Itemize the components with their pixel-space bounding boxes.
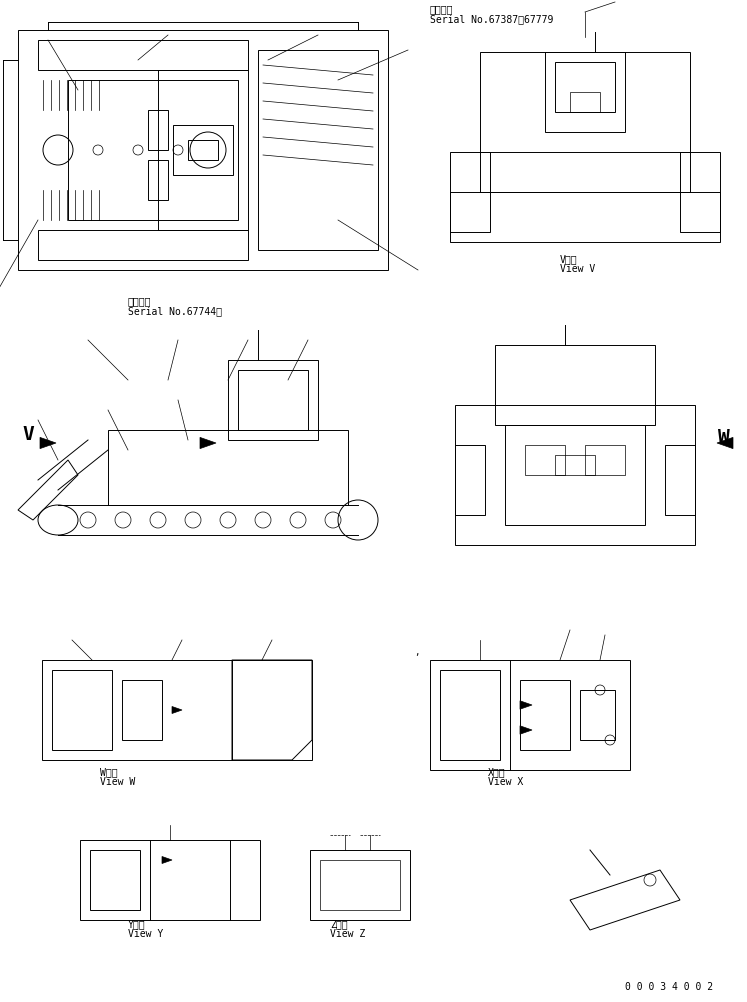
Bar <box>80 840 260 920</box>
Bar <box>320 860 400 910</box>
Text: 0 0 0 3 4 0 0 2: 0 0 0 3 4 0 0 2 <box>625 982 713 992</box>
Text: Y　視: Y 視 <box>128 919 146 929</box>
Text: View V: View V <box>560 264 595 274</box>
Bar <box>228 360 318 440</box>
Bar <box>38 40 248 70</box>
Text: View Y: View Y <box>128 929 164 939</box>
Bar <box>122 680 162 740</box>
Bar <box>495 345 655 425</box>
Bar <box>90 850 140 910</box>
Bar <box>18 30 388 270</box>
Bar <box>108 430 348 505</box>
Bar <box>580 690 615 740</box>
Polygon shape <box>520 725 532 734</box>
Bar <box>450 192 720 242</box>
Text: View W: View W <box>100 777 135 787</box>
Bar <box>450 152 490 232</box>
Text: Serial No.67387～67779: Serial No.67387～67779 <box>430 14 554 24</box>
Text: View Z: View Z <box>330 929 365 939</box>
Bar <box>258 50 378 250</box>
Polygon shape <box>200 438 216 449</box>
Bar <box>310 850 410 920</box>
Polygon shape <box>172 706 182 713</box>
Bar <box>570 92 600 112</box>
Bar <box>38 230 248 260</box>
Text: V: V <box>22 425 34 444</box>
Text: X　視: X 視 <box>488 767 506 777</box>
Text: W: W <box>718 428 730 447</box>
Bar <box>440 670 500 760</box>
Bar <box>665 445 695 515</box>
Bar <box>148 110 168 150</box>
Bar <box>430 660 630 770</box>
Bar <box>505 425 645 525</box>
Text: View X: View X <box>488 777 523 787</box>
Bar <box>455 445 485 515</box>
Bar <box>520 680 570 750</box>
Bar <box>52 670 112 750</box>
Bar <box>148 160 168 200</box>
Text: V　視: V 視 <box>560 254 577 264</box>
Bar <box>42 660 312 760</box>
Text: Serial No.67744～: Serial No.67744～ <box>128 306 222 316</box>
Bar <box>68 80 238 220</box>
Bar <box>455 405 695 545</box>
Text: W　視: W 視 <box>100 767 117 777</box>
Bar <box>585 445 625 475</box>
Bar <box>525 445 565 475</box>
Bar <box>173 125 233 175</box>
Text: Z　視: Z 視 <box>330 919 347 929</box>
Polygon shape <box>40 438 56 449</box>
Text: 適用号機: 適用号機 <box>430 4 453 14</box>
Bar <box>555 455 595 475</box>
Bar <box>480 52 690 192</box>
Polygon shape <box>162 857 172 864</box>
Bar <box>188 140 218 160</box>
Bar <box>158 70 248 230</box>
Text: 適用号機: 適用号機 <box>128 296 152 306</box>
Bar <box>680 152 720 232</box>
Bar <box>238 370 308 430</box>
Bar <box>555 62 615 112</box>
Bar <box>545 52 625 132</box>
Polygon shape <box>717 438 733 449</box>
Text: ,: , <box>415 647 418 657</box>
Polygon shape <box>520 700 532 709</box>
